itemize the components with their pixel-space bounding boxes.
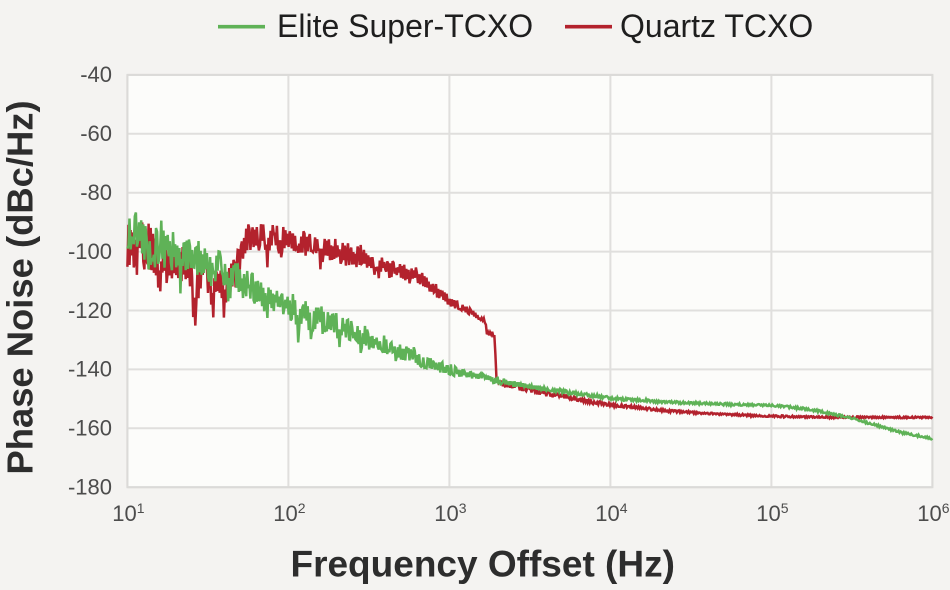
svg-text:-60: -60 [80,121,112,146]
svg-text:Phase Noise (dBc/Hz): Phase Noise (dBc/Hz) [0,100,41,474]
svg-text:Quartz TCXO: Quartz TCXO [620,8,813,44]
svg-text:Elite Super-TCXO: Elite Super-TCXO [277,8,533,44]
svg-text:-140: -140 [68,357,112,382]
svg-text:-160: -160 [68,416,112,441]
svg-text:Frequency Offset (Hz): Frequency Offset (Hz) [290,543,674,584]
svg-text:-40: -40 [80,62,112,87]
svg-text:-180: -180 [68,475,112,500]
svg-text:104: 104 [595,500,627,526]
svg-text:-120: -120 [68,298,112,323]
svg-text:-80: -80 [80,180,112,205]
svg-text:-100: -100 [68,239,112,264]
